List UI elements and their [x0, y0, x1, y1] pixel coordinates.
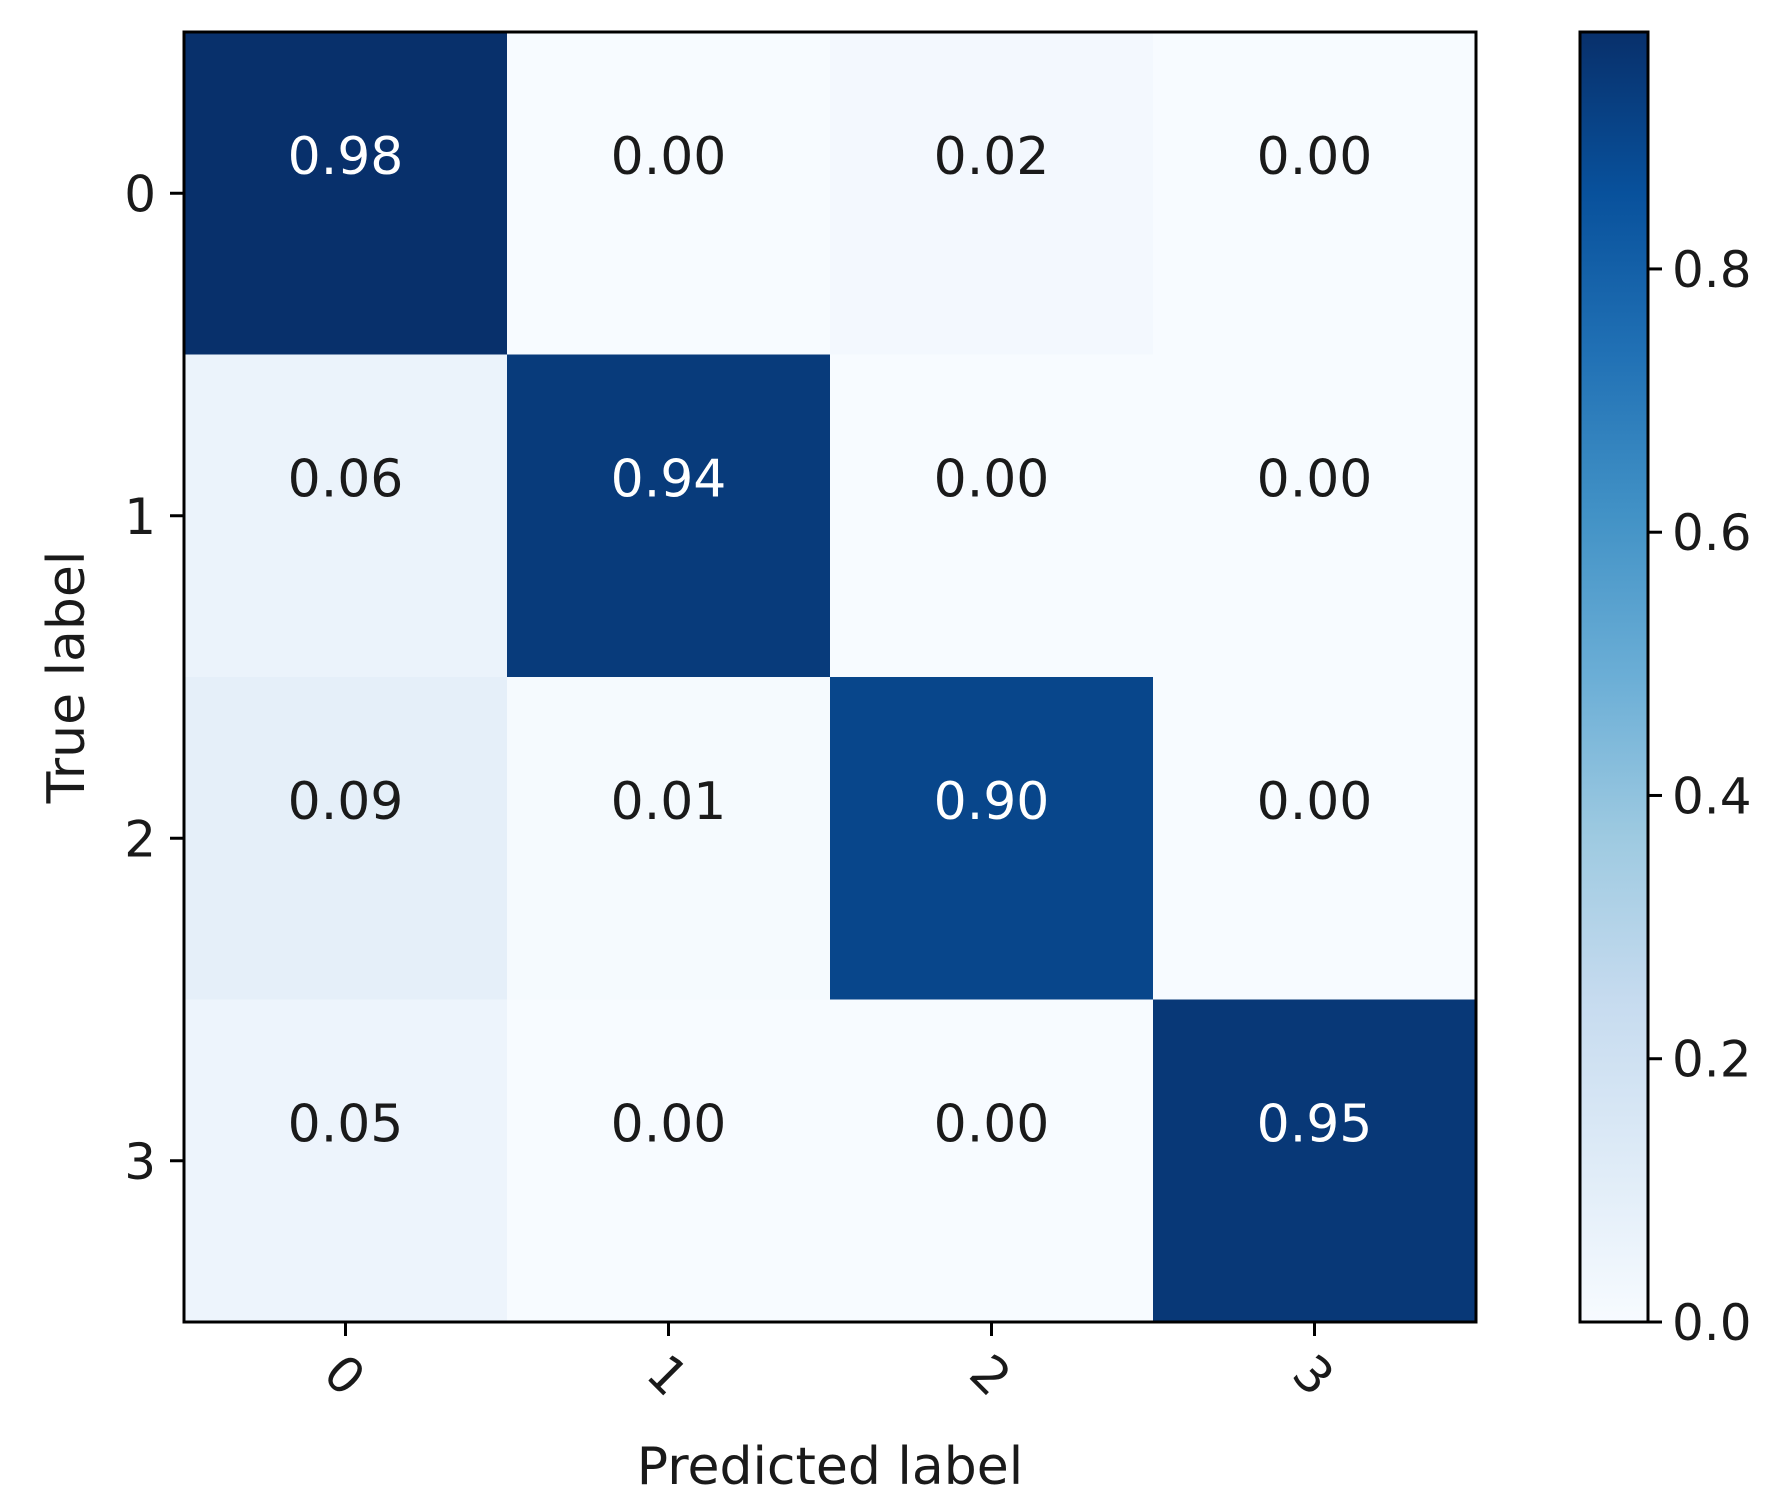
y-axis-label: True label — [37, 551, 97, 805]
heatmap-cell — [1153, 677, 1477, 1000]
heatmap-cell — [184, 32, 508, 355]
cell-value-label: 0.95 — [1257, 1095, 1373, 1155]
heatmap-cell — [830, 354, 1154, 678]
plot-frame — [182, 30, 1478, 1324]
cell-value-label: 0.02 — [934, 127, 1050, 187]
x-tick-label: 1 — [635, 1344, 699, 1408]
y-tick-label: 3 — [124, 1133, 156, 1191]
cell-value-label: 0.90 — [934, 772, 1050, 832]
colorbar-tick-label: 0.2 — [1672, 1031, 1752, 1089]
cell-value-label: 0.00 — [1257, 772, 1373, 832]
cell-value-label: 0.00 — [611, 1095, 727, 1155]
heatmap-cells: 0.98 0.00 0.02 0.00 0.06 0.94 0.00 0.00 0.09 0.01… — [184, 32, 1477, 1323]
colorbar-tick-label: 0.8 — [1672, 241, 1752, 299]
heatmap-cell — [184, 677, 508, 1000]
cell-value-label: 0.00 — [934, 450, 1050, 510]
x-axis-label: Predicted label — [637, 1437, 1023, 1497]
heatmap-cell — [830, 677, 1154, 1000]
y-axis-ticks: 0 1 2 3 — [124, 165, 184, 1191]
colorbar-ticks: 0.0 0.2 0.4 0.6 0.8 — [1648, 241, 1752, 1352]
y-tick-label: 2 — [124, 810, 156, 868]
heatmap-cell — [1153, 999, 1477, 1323]
cell-value-label: 0.01 — [611, 772, 727, 832]
colorbar: 0.0 0.2 0.4 0.6 0.8 — [1578, 30, 1752, 1352]
heatmap-cell — [184, 999, 508, 1323]
cell-value-label: 0.98 — [288, 127, 404, 187]
colorbar-tick-label: 0.0 — [1672, 1294, 1752, 1352]
heatmap-cell — [1153, 32, 1477, 355]
heatmap-cell — [830, 32, 1154, 355]
heatmap-cell — [507, 32, 831, 355]
heatmap-cell — [507, 999, 831, 1323]
cell-value-label: 0.09 — [288, 772, 404, 832]
colorbar-tick-label: 0.6 — [1672, 504, 1752, 562]
y-tick-label: 1 — [124, 488, 156, 546]
x-tick-label: 3 — [1281, 1344, 1345, 1408]
cell-value-label: 0.05 — [288, 1095, 404, 1155]
cell-value-label: 0.00 — [1257, 450, 1373, 510]
x-axis-ticks: 0 1 2 3 — [312, 1322, 1345, 1407]
colorbar-tick-label: 0.4 — [1672, 767, 1752, 825]
heatmap-cell — [830, 999, 1154, 1323]
colorbar-gradient — [1580, 32, 1648, 1322]
heatmap-cell — [507, 677, 831, 1000]
y-tick-label: 0 — [124, 165, 156, 223]
x-tick-label: 2 — [958, 1344, 1022, 1408]
cell-value-label: 0.00 — [611, 127, 727, 187]
cell-value-label: 0.00 — [1257, 127, 1373, 187]
colorbar-frame — [1578, 30, 1650, 1324]
heatmap-cell — [1153, 354, 1477, 678]
x-tick-label: 0 — [312, 1344, 376, 1408]
cell-value-label: 0.00 — [934, 1095, 1050, 1155]
heatmap-cell — [184, 354, 508, 678]
heatmap-cell — [507, 354, 831, 678]
cell-value-label: 0.94 — [611, 450, 727, 510]
cell-value-label: 0.06 — [288, 450, 404, 510]
